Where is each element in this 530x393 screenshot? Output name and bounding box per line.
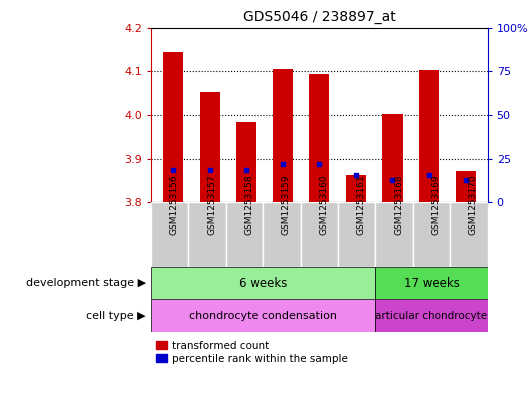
Text: GSM1253157: GSM1253157	[207, 174, 216, 235]
Text: GSM1253168: GSM1253168	[394, 174, 403, 235]
Bar	[226, 202, 263, 267]
Bar	[310, 74, 329, 202]
Bar	[236, 121, 256, 202]
Text: GSM1253160: GSM1253160	[319, 174, 328, 235]
Text: GSM1253161: GSM1253161	[357, 174, 366, 235]
Bar	[375, 299, 488, 332]
Text: articular chondrocyte: articular chondrocyte	[375, 310, 488, 321]
Bar	[450, 202, 488, 267]
Bar	[263, 202, 301, 267]
Bar	[456, 171, 476, 202]
Bar	[272, 69, 293, 202]
Bar	[189, 202, 226, 267]
Text: GSM1253169: GSM1253169	[431, 174, 440, 235]
Text: 17 weeks: 17 weeks	[403, 277, 460, 290]
Title: GDS5046 / 238897_at: GDS5046 / 238897_at	[243, 10, 396, 24]
Bar	[419, 70, 439, 202]
Text: 6 weeks: 6 weeks	[239, 277, 287, 290]
Legend: transformed count, percentile rank within the sample: transformed count, percentile rank withi…	[156, 341, 348, 364]
Bar	[151, 267, 375, 299]
Bar	[383, 114, 403, 202]
Bar	[163, 51, 183, 202]
Text: chondrocyte condensation: chondrocyte condensation	[189, 310, 337, 321]
Bar	[151, 299, 375, 332]
Text: GSM1253170: GSM1253170	[469, 174, 478, 235]
Bar	[413, 202, 450, 267]
Text: development stage ▶: development stage ▶	[25, 278, 146, 288]
Text: cell type ▶: cell type ▶	[86, 310, 146, 321]
Bar	[375, 202, 413, 267]
Bar	[199, 92, 219, 202]
Bar	[151, 202, 189, 267]
Text: GSM1253156: GSM1253156	[170, 174, 179, 235]
Text: GSM1253158: GSM1253158	[244, 174, 253, 235]
Bar	[338, 202, 375, 267]
Bar	[375, 267, 488, 299]
Bar	[346, 175, 366, 202]
Bar	[301, 202, 338, 267]
Text: GSM1253159: GSM1253159	[282, 174, 291, 235]
